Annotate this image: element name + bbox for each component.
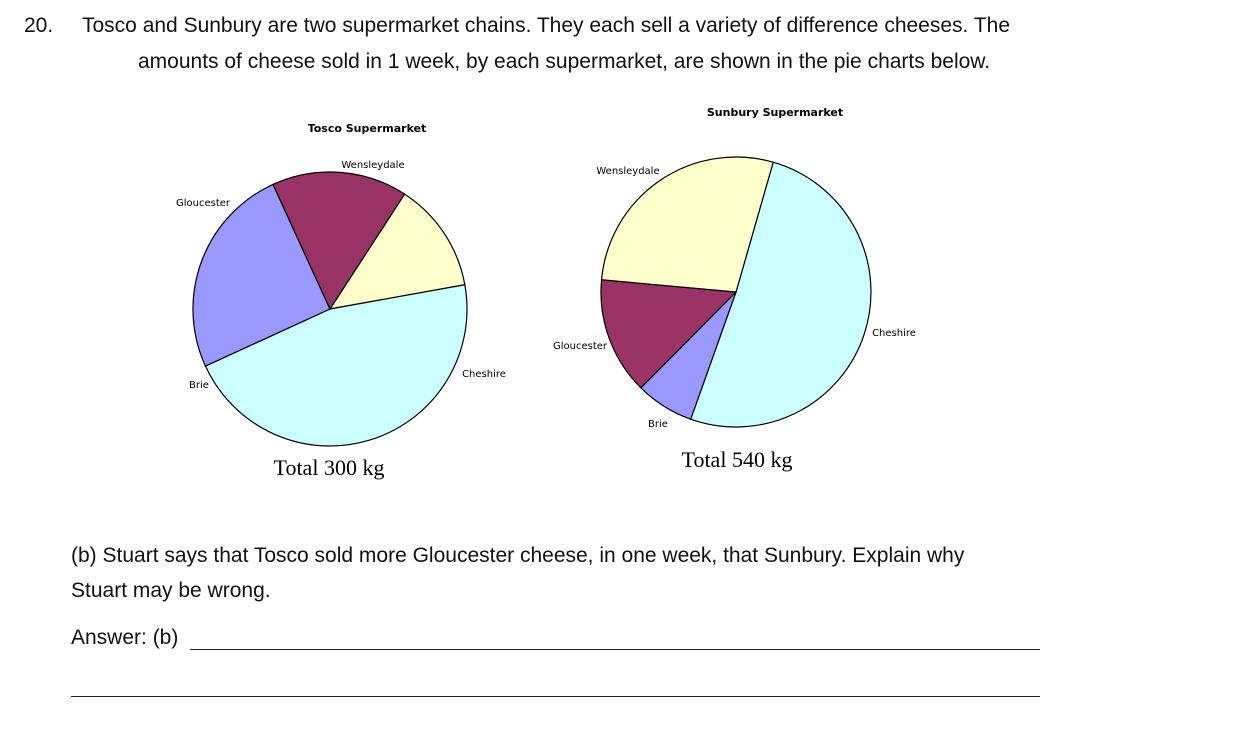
sunbury-label-wensleydale: Wensleydale: [596, 166, 659, 177]
sunbury-pie-chart: Sunbury Supermarket Cheshire Brie Glouce…: [553, 106, 916, 472]
sunbury-slice-wensleydale: [600, 156, 774, 293]
answer-line-2[interactable]: [71, 696, 1040, 697]
sunbury-label-brie: Brie: [648, 419, 668, 430]
tosco-slice-gloucester: [272, 171, 406, 311]
sunbury-slice-gloucester: [600, 279, 738, 389]
sunbury-label-gloucester: Gloucester: [553, 341, 608, 352]
answer-label: Answer: (b): [71, 626, 179, 649]
tosco-chart-title: Tosco Supermarket: [308, 122, 427, 135]
tosco-slice-wensleydale: [328, 193, 466, 310]
tosco-label-brie: Brie: [189, 380, 209, 391]
sunbury-label-cheshire: Cheshire: [872, 328, 916, 339]
sunbury-total-caption: Total 540 kg: [682, 447, 793, 472]
question-text-line-1: Tosco and Sunbury are two supermarket ch…: [82, 14, 1011, 37]
tosco-pie-chart: Tosco Supermarket Wensleydale Cheshire B…: [176, 122, 506, 480]
sunbury-slice-cheshire: [689, 161, 872, 428]
part-b-text-line-1: (b) Stuart says that Tosco sold more Glo…: [71, 544, 965, 567]
question-text-line-2: amounts of cheese sold in 1 week, by eac…: [138, 50, 991, 73]
tosco-label-cheshire: Cheshire: [462, 369, 506, 380]
part-b-text-line-2: Stuart may be wrong.: [71, 579, 271, 602]
sunbury-chart-title: Sunbury Supermarket: [707, 106, 843, 119]
tosco-slice-cheshire: [204, 284, 468, 447]
question-number: 20.: [24, 14, 54, 37]
pie-charts: Tosco Supermarket Wensleydale Cheshire B…: [176, 106, 916, 480]
tosco-total-caption: Total 300 kg: [274, 455, 385, 480]
sunbury-slices: [600, 156, 872, 428]
tosco-slices: [192, 171, 468, 447]
tosco-slice-brie: [192, 183, 331, 367]
tosco-label-gloucester: Gloucester: [176, 198, 231, 209]
answer-line-1[interactable]: [190, 649, 1040, 650]
tosco-label-wensleydale: Wensleydale: [341, 160, 404, 171]
